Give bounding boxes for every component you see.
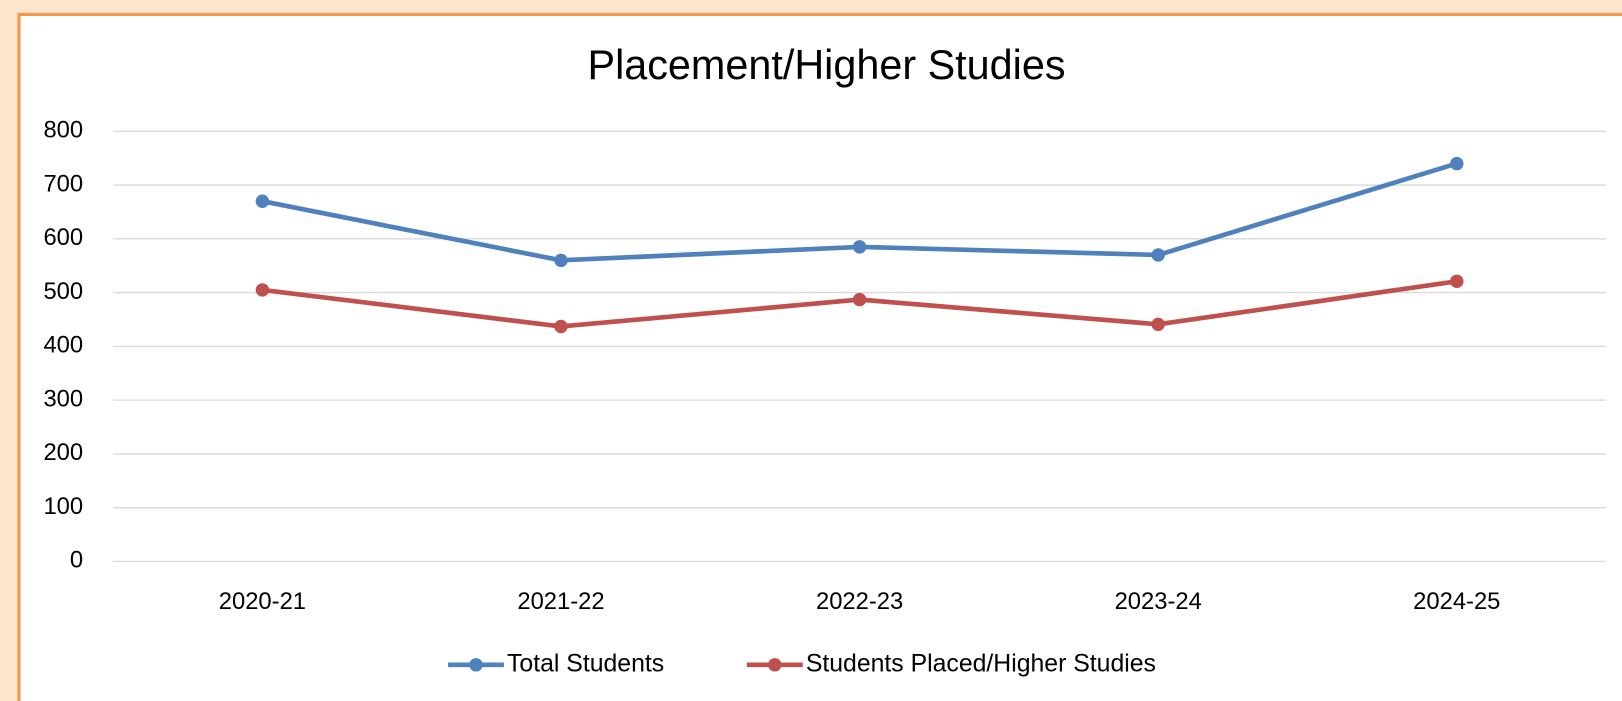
y-tick-label: 500: [43, 278, 83, 305]
chart-frame: [17, 12, 1622, 701]
x-tick-label: 2021-22: [517, 588, 604, 615]
legend-marker: [768, 658, 782, 672]
x-tick-label: 2023-24: [1115, 588, 1202, 615]
data-point: [554, 319, 568, 334]
data-point: [1450, 274, 1464, 289]
data-point: [554, 253, 568, 268]
data-point: [1151, 317, 1165, 332]
y-tick-label: 600: [43, 224, 83, 251]
chart-title: Placement/Higher Studies: [588, 42, 1066, 88]
x-tick-label: 2020-21: [219, 588, 306, 615]
data-point: [852, 292, 867, 307]
x-tick-label: 2022-23: [816, 588, 903, 615]
data-point: [1151, 248, 1165, 262]
data-point: [255, 283, 270, 297]
y-tick-label: 200: [43, 439, 83, 466]
legend-marker: [469, 658, 483, 672]
data-point: [255, 194, 270, 208]
legend-label: Students Placed/Higher Studies: [806, 650, 1156, 677]
y-tick-label: 700: [43, 170, 83, 197]
y-tick-label: 800: [43, 117, 83, 144]
y-tick-label: 100: [43, 493, 83, 520]
legend-label: Total Students: [507, 650, 664, 677]
data-point: [852, 240, 867, 254]
data-point: [1450, 156, 1464, 171]
y-tick-label: 300: [43, 385, 83, 412]
y-tick-label: 0: [70, 547, 83, 574]
y-tick-label: 400: [43, 332, 83, 359]
x-tick-label: 2024-25: [1413, 588, 1500, 615]
